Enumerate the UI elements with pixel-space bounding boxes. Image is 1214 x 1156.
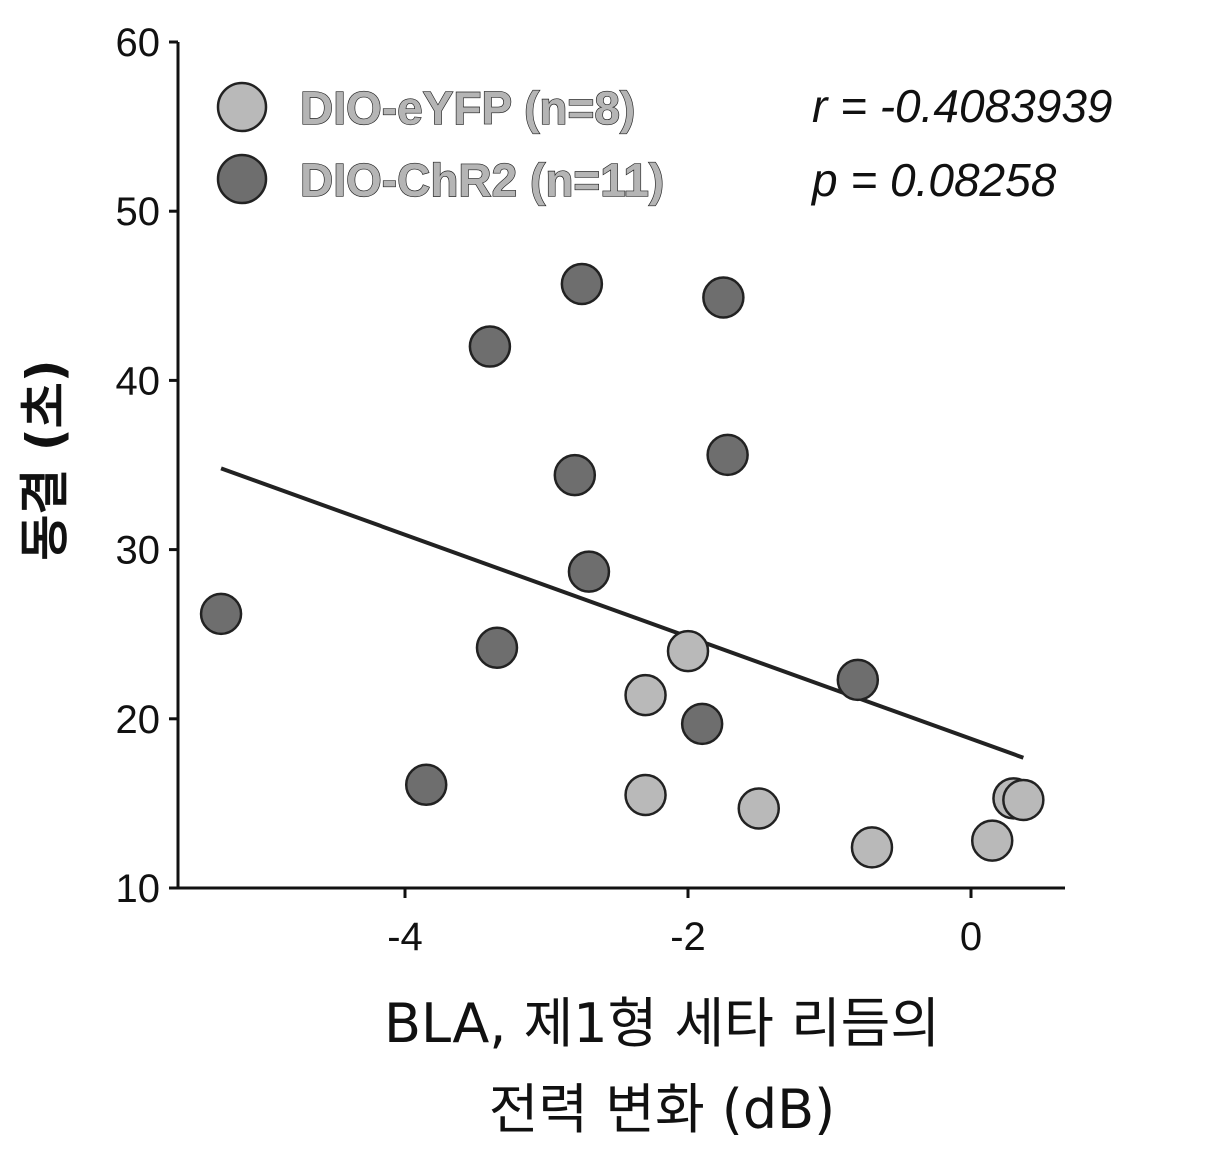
legend: DIO-eYFP (n=8) DIO-ChR2 (n=11) xyxy=(216,81,665,207)
axes xyxy=(176,42,1065,890)
chr2-data-point xyxy=(706,433,749,477)
x-tick-label: -4 xyxy=(387,915,423,959)
chr2-data-point xyxy=(702,276,745,319)
eyfp-data-point xyxy=(737,787,780,830)
legend-marker-eyfp xyxy=(216,81,268,133)
y-tick-label: 30 xyxy=(116,529,161,573)
y-tick-label: 10 xyxy=(116,867,161,911)
y-ticks: 10 20 30 40 50 60 xyxy=(116,21,178,911)
x-tick-label: -2 xyxy=(670,915,706,959)
chr2-data-point xyxy=(567,550,611,593)
legend-label-chr2: DIO-ChR2 (n=11) xyxy=(300,154,664,206)
p-value-annotation: p = 0.08258 xyxy=(810,154,1057,206)
y-tick-label: 40 xyxy=(116,359,161,403)
chr2-data-point xyxy=(836,658,880,702)
y-tick-label: 60 xyxy=(116,21,161,65)
legend-label-eyfp: DIO-eYFP (n=8) xyxy=(300,82,635,134)
data-points xyxy=(199,262,1045,869)
eyfp-data-point xyxy=(970,819,1014,862)
chr2-data-point xyxy=(553,453,597,497)
legend-marker-chr2 xyxy=(216,153,268,205)
chr2-data-point xyxy=(468,325,512,368)
eyfp-data-point xyxy=(1002,778,1045,822)
eyfp-data-point xyxy=(624,673,667,717)
x-ticks: -4 -2 0 xyxy=(387,888,982,959)
regression-line xyxy=(220,466,1025,760)
y-tick-label: 20 xyxy=(116,698,161,742)
chr2-data-point xyxy=(404,763,448,807)
x-axis-label-line-2: 전력 변화 (dB) xyxy=(489,1078,836,1141)
chr2-data-point xyxy=(475,626,519,669)
eyfp-data-point xyxy=(624,773,667,817)
r-value-annotation: r = -0.4083939 xyxy=(812,80,1113,132)
y-axis-label: 동결 (초) xyxy=(16,359,74,560)
eyfp-data-point xyxy=(850,826,894,869)
x-axis-label-line-1: BLA, 제1형 세타 리듬의 xyxy=(384,992,940,1055)
y-tick-label: 50 xyxy=(116,190,161,234)
chr2-data-point xyxy=(680,702,724,746)
chr2-data-point xyxy=(199,592,243,636)
x-tick-label: 0 xyxy=(960,915,982,959)
chr2-data-point xyxy=(560,262,604,306)
regression-line-group xyxy=(220,466,1025,760)
eyfp-data-point xyxy=(666,629,710,673)
